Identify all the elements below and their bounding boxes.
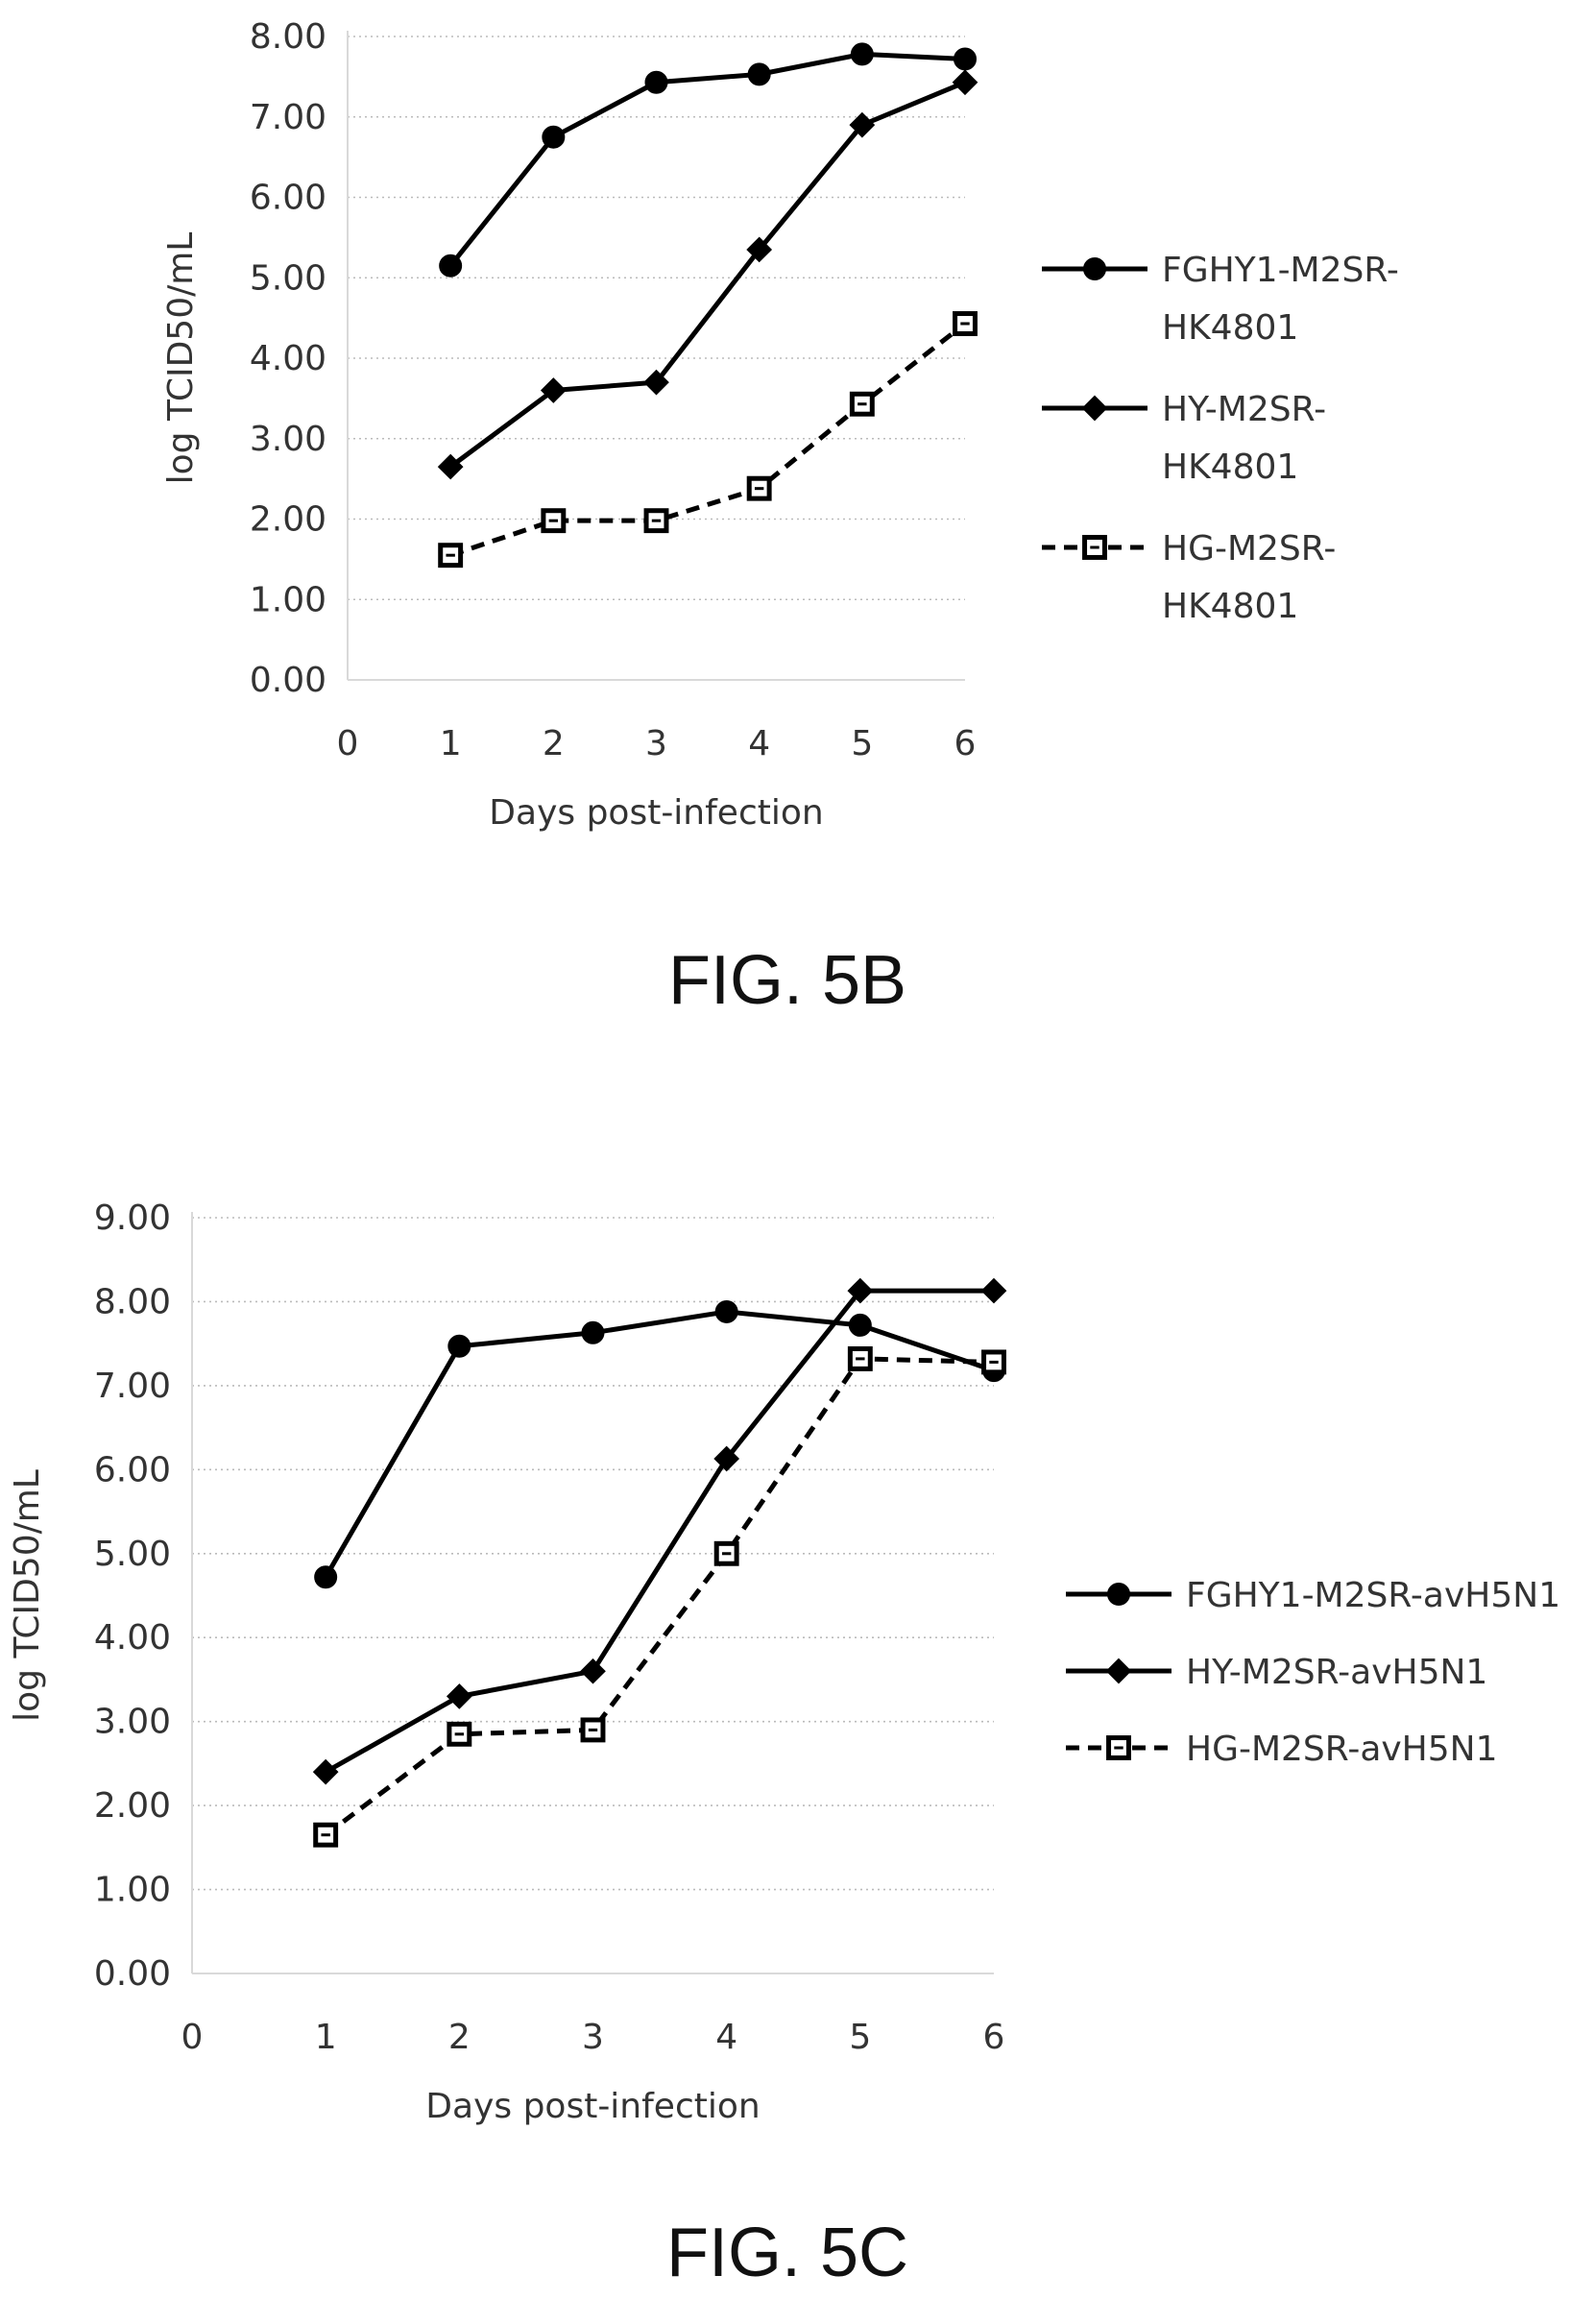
chart-5c-data-point <box>446 1683 472 1709</box>
chart-5c-y-tick-label: 5.00 <box>94 1535 171 1574</box>
chart-5b-data-point <box>952 69 978 96</box>
chart-5b-x-tick-label: 4 <box>748 724 770 763</box>
chart-5b-data-point <box>644 70 668 94</box>
chart-5b-data-point <box>850 42 874 66</box>
chart-5c-x-tick-label: 3 <box>582 2018 604 2057</box>
chart-5b-y-tick-label: 0.00 <box>250 661 326 700</box>
chart-5c-data-point <box>580 1658 606 1684</box>
chart-5c-x-tick-label: 4 <box>715 2018 737 2057</box>
chart-5c-series-line <box>324 1356 995 1837</box>
chart-5b-series-2 <box>437 69 978 480</box>
chart-5c-legend-entry-3: HG-M2SR-avH5N1 <box>1066 1730 1498 1769</box>
chart-5b-series-line <box>448 80 966 470</box>
chart-5c-x-axis-title: Days post-infection <box>425 2087 760 2126</box>
chart-5b-x-tick-label: 0 <box>337 724 359 763</box>
chart-5b-series-3 <box>438 311 978 569</box>
chart-5b-x-tick-label: 2 <box>543 724 565 763</box>
chart-5b-y-tick-label: 2.00 <box>250 500 326 540</box>
chart-5b-legend-label: HK4801 <box>1162 448 1298 487</box>
chart-5c-legend-marker <box>1107 1583 1130 1606</box>
chart-5c-y-axis-title: log TCID50/mL <box>8 1469 47 1722</box>
chart-5b-series-line <box>448 51 966 268</box>
chart-5c-y-tick-label: 0.00 <box>94 1954 171 1994</box>
chart-5c-figure-caption: FIG. 5C <box>666 2215 908 2291</box>
chart-5b-figure-caption: FIG. 5B <box>668 942 906 1019</box>
chart-5b-series-line <box>449 322 967 558</box>
chart-5b-data-point <box>643 369 669 396</box>
chart-5b-data-point <box>540 377 567 403</box>
figure-5b: 0.00 1.00 2.00 3.00 4.00 5.00 6.00 7.00 8.00 0 1 2 3… <box>0 0 1594 1152</box>
chart-5b-x-tick-label: 5 <box>851 724 873 763</box>
chart-5c-series-line <box>324 1309 995 1579</box>
chart-5c-data-point <box>980 1277 1007 1304</box>
chart-5c-y-tick-label: 4.00 <box>94 1618 171 1658</box>
chart-5c-x-tick-label: 5 <box>849 2018 871 2057</box>
chart-5b-legend-label: HK4801 <box>1162 587 1298 626</box>
chart-5c-data-point <box>312 1758 339 1785</box>
chart-5b-x-tick-label: 1 <box>440 724 462 763</box>
chart-5c-legend-entry-2: HY-M2SR-avH5N1 <box>1066 1653 1487 1692</box>
chart-5b-y-tick-label: 7.00 <box>250 98 326 137</box>
chart-5b-legend-label: HK4801 <box>1162 308 1298 348</box>
chart-5c-y-tick-label: 9.00 <box>94 1198 171 1238</box>
chart-5c-data-point <box>847 1277 874 1304</box>
chart-5b-legend-label: HY-M2SR- <box>1162 390 1326 429</box>
chart-5c-y-tick-label: 7.00 <box>94 1367 171 1406</box>
chart-5c-series-2 <box>312 1277 1007 1785</box>
chart-5b-y-tick-label: 8.00 <box>250 17 326 57</box>
chart-5b-data-point <box>542 125 566 149</box>
chart-5b-legend-marker <box>1081 395 1108 422</box>
chart-5c-data-point <box>714 1299 738 1323</box>
chart-5b-y-tick-label: 6.00 <box>250 179 326 218</box>
chart-5b-data-point <box>746 236 773 263</box>
chart-5c-series-1 <box>314 1299 1005 1589</box>
chart-5b-data-point <box>437 453 464 480</box>
chart-5c-data-point <box>848 1313 872 1337</box>
chart-5b-x-tick-label: 3 <box>645 724 667 763</box>
chart-5b-legend-entry-2: HY-M2SR- HK4801 <box>1042 390 1326 487</box>
chart-5b-x-axis-title: Days post-infection <box>489 793 823 833</box>
chart-5b-legend-label: HG-M2SR- <box>1162 529 1336 569</box>
chart-5c-y-tick-label: 2.00 <box>94 1786 171 1826</box>
chart-5c-legend-marker <box>1105 1658 1132 1684</box>
chart-5c-x-tick-label: 0 <box>181 2018 204 2057</box>
chart-5b-svg: 0.00 1.00 2.00 3.00 4.00 5.00 6.00 7.00 8.00 0 1 2 3… <box>161 17 1399 1019</box>
chart-5b-y-tick-label: 1.00 <box>250 580 326 619</box>
chart-5b-legend-marker <box>1083 257 1106 280</box>
chart-5c-y-tick-label: 6.00 <box>94 1450 171 1489</box>
chart-5c-legend-label: FGHY1-M2SR-avH5N1 <box>1186 1576 1560 1615</box>
chart-5c-legend-entry-1: FGHY1-M2SR-avH5N1 <box>1066 1576 1560 1615</box>
chart-5c-data-point <box>713 1445 740 1472</box>
chart-5c-x-tick-label: 6 <box>983 2018 1005 2057</box>
chart-5c-x-tick-label: 1 <box>315 2018 337 2057</box>
chart-5b-legend-entry-1: FGHY1-M2SR- HK4801 <box>1042 251 1399 348</box>
chart-5c-series-3 <box>313 1345 1006 1848</box>
chart-5b-y-tick-label: 3.00 <box>250 420 326 459</box>
chart-5c-series-line <box>324 1288 994 1775</box>
chart-5b-series-1 <box>439 42 977 278</box>
chart-5c-svg: 0.00 1.00 2.00 3.00 4.00 5.00 6.00 7.00 8.00 9.00… <box>8 1198 1560 2291</box>
chart-5c-data-point <box>447 1334 471 1358</box>
chart-5b-x-tick-label: 6 <box>954 724 977 763</box>
chart-5c-data-point <box>314 1565 338 1589</box>
chart-5b-y-tick-label: 4.00 <box>250 339 326 378</box>
chart-5c-y-tick-label: 8.00 <box>94 1282 171 1321</box>
chart-5b-legend-label: FGHY1-M2SR- <box>1162 251 1399 290</box>
chart-5c-x-tick-label: 2 <box>448 2018 471 2057</box>
chart-5b-y-tick-label: 5.00 <box>250 258 326 298</box>
chart-5b-data-point <box>747 62 771 86</box>
chart-5b-y-axis-title: log TCID50/mL <box>161 232 201 485</box>
chart-5b-legend-entry-3: HG-M2SR- HK4801 <box>1042 529 1336 626</box>
chart-5b-data-point <box>849 111 876 138</box>
figure-5c: 0.00 1.00 2.00 3.00 4.00 5.00 6.00 7.00 8.00 9.00… <box>0 1152 1594 2324</box>
chart-5c-data-point <box>581 1320 605 1344</box>
chart-5b-data-point <box>439 254 463 278</box>
chart-5c-y-tick-label: 1.00 <box>94 1871 171 1910</box>
chart-5c-legend-label: HG-M2SR-avH5N1 <box>1186 1730 1498 1769</box>
chart-5b-data-point <box>954 47 977 71</box>
chart-5c-legend-label: HY-M2SR-avH5N1 <box>1186 1653 1487 1692</box>
chart-5c-y-tick-label: 3.00 <box>94 1703 171 1742</box>
